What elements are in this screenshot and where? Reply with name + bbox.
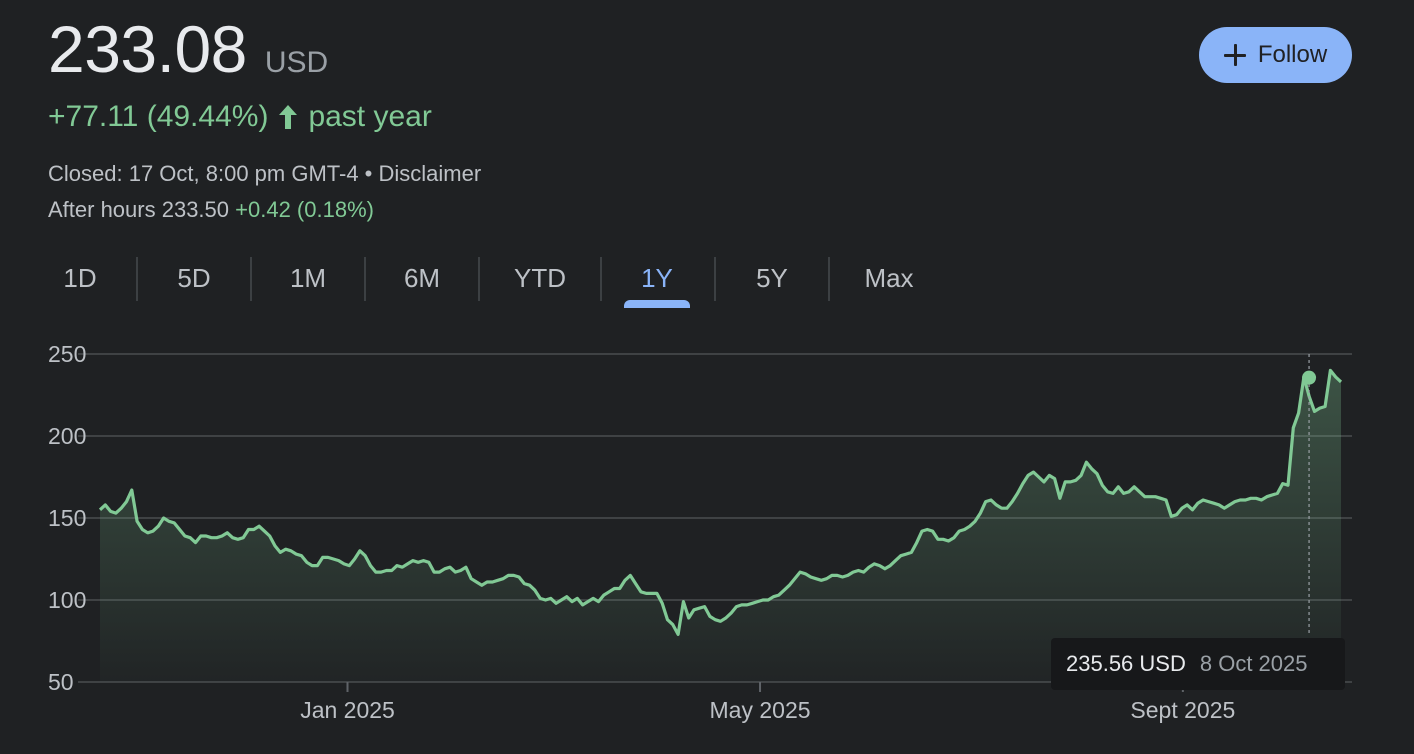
disclaimer-link[interactable]: Disclaimer (378, 161, 482, 186)
tab-label: 6M (403, 262, 441, 293)
after-hours-price: After hours 233.50 (48, 197, 230, 222)
current-price: 233.08 (48, 12, 247, 86)
tab-label: 5Y (756, 262, 788, 293)
chart-tooltip: 235.56 USD 8 Oct 2025 (1051, 638, 1345, 690)
tab-label: Max (864, 262, 914, 293)
after-hours-change: +0.42 (0.18%) (235, 197, 374, 222)
tab-1y[interactable]: 1Y (617, 250, 697, 308)
tab-max[interactable]: Max (846, 250, 932, 306)
tab-divider (828, 257, 830, 301)
tab-label: 1D (63, 262, 97, 293)
price-block: 233.08 USD (48, 12, 328, 86)
y-tick-label: 250 (48, 341, 86, 367)
range-tabs: 1D 5D 1M 6M YTD 1Y 5Y Max (0, 250, 1000, 310)
price-change: +77.11 (49.44%) past year (48, 100, 432, 134)
tab-1d[interactable]: 1D (40, 250, 120, 306)
tab-label: 1Y (641, 262, 673, 293)
plus-icon (1223, 44, 1246, 66)
change-value: +77.11 (49.44%) (48, 100, 269, 133)
tab-label: 5D (177, 262, 211, 293)
y-tick-label: 100 (48, 587, 86, 613)
tab-divider (714, 257, 716, 301)
price-area-fill (100, 370, 1341, 682)
active-tab-indicator (624, 300, 690, 308)
tab-1m[interactable]: 1M (268, 250, 348, 306)
x-tick-label: Sept 2025 (1130, 697, 1235, 723)
tooltip-date: 8 Oct 2025 (1199, 651, 1308, 676)
tab-5y[interactable]: 5Y (732, 250, 812, 306)
y-tick-label: 50 (48, 669, 74, 695)
hover-point (1302, 370, 1317, 385)
tab-divider (136, 257, 138, 301)
tab-divider (600, 257, 602, 301)
price-currency: USD (264, 46, 329, 79)
tab-divider (250, 257, 252, 301)
price-chart[interactable]: 250 200 150 100 50 Jan 2025 May 2025 Sept 2025 (0, 330, 1414, 754)
tab-6m[interactable]: 6M (382, 250, 462, 306)
price-line (98, 368, 1343, 636)
change-period: past year (308, 100, 432, 133)
x-tick-label: May 2025 (710, 697, 811, 723)
follow-button[interactable]: Follow (1199, 27, 1352, 83)
tab-label: YTD (514, 262, 566, 293)
x-tick-label: Jan 2025 (300, 697, 395, 723)
tooltip-price: 235.56 USD (1066, 651, 1186, 676)
follow-label: Follow (1257, 41, 1328, 68)
tab-label: 1M (289, 262, 327, 293)
y-tick-label: 150 (48, 505, 86, 531)
tab-divider (364, 257, 366, 301)
closed-info: Closed: 17 Oct, 8:00 pm GMT-4 • Disclaim… (48, 161, 481, 187)
after-hours-info: After hours 233.50 +0.42 (0.18%) (48, 197, 374, 223)
tab-divider (478, 257, 480, 301)
arrow-up-icon (279, 105, 298, 129)
closed-time: Closed: 17 Oct, 8:00 pm GMT-4 • (48, 161, 373, 186)
tab-ytd[interactable]: YTD (496, 250, 584, 306)
tab-5d[interactable]: 5D (154, 250, 234, 306)
y-tick-label: 200 (48, 423, 86, 449)
